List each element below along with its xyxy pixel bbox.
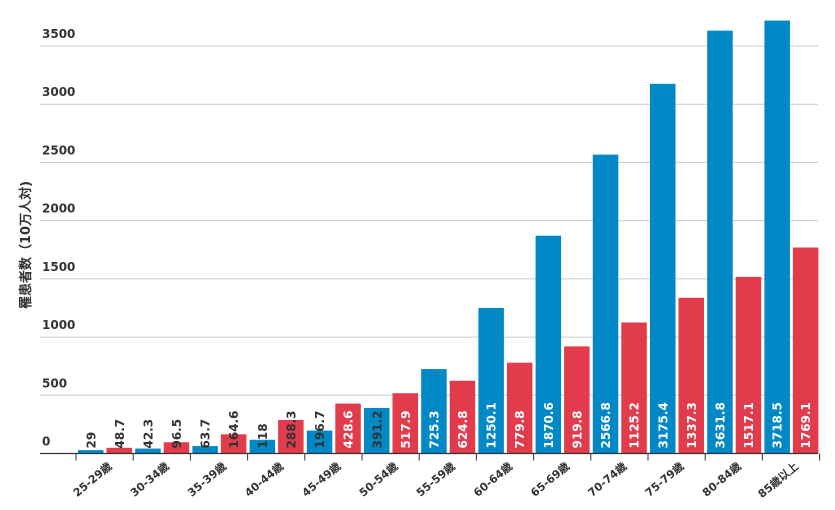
data-label-series1-2: 63.7 — [199, 419, 213, 449]
x-tick-label-1: 30-34歳 — [127, 459, 171, 499]
bar-series2-6 — [449, 380, 476, 454]
bar-series1-8 — [535, 235, 562, 454]
data-label-series1-6: 725.3 — [427, 411, 441, 449]
bar-series2-11 — [735, 276, 762, 454]
data-label-series1-4: 196.7 — [313, 411, 327, 449]
bars: 29 48.7 42.3 96.5 63.7 164.6 118 288.3 196.7 428.… — [78, 20, 819, 454]
bar-series1-2 — [192, 446, 218, 454]
y-tick-label: 2500 — [42, 143, 75, 157]
data-label-series2-9: 1125.2 — [628, 402, 642, 448]
bar-series2-9 — [621, 322, 647, 454]
bar-series2-7 — [506, 362, 533, 454]
bar-series1-3 — [249, 439, 276, 454]
data-label-series2-0: 48.7 — [113, 419, 127, 449]
bar-series2-5 — [392, 393, 418, 454]
x-tick-label-10: 75-79歳 — [642, 459, 686, 499]
x-tick-label-5: 50-54歳 — [356, 459, 400, 499]
x-tick-label-9: 70-74歳 — [585, 459, 629, 499]
bar-series2-0 — [106, 447, 132, 454]
data-label-series1-7: 1250.1 — [485, 402, 499, 448]
bar-series1-6 — [421, 369, 447, 454]
data-label-series1-0: 29 — [84, 432, 98, 449]
bar-series2-8 — [564, 346, 590, 454]
data-label-series1-9: 2566.8 — [599, 402, 613, 448]
bar-series1-5 — [364, 407, 390, 454]
data-label-series2-2: 164.6 — [227, 411, 241, 449]
data-label-series1-5: 391.2 — [370, 411, 384, 449]
data-label-series1-11: 3631.8 — [713, 402, 727, 448]
y-tick-label: 500 — [42, 376, 67, 390]
y-tick-label: 3500 — [42, 27, 75, 41]
x-tick-label-7: 60-64歳 — [471, 459, 515, 499]
x-tick-label-3: 40-44歳 — [242, 459, 286, 499]
bar-series2-2 — [220, 434, 247, 454]
data-label-series1-12: 3718.5 — [771, 402, 785, 448]
data-label-series2-10: 1337.3 — [685, 402, 699, 448]
bar-series1-9 — [592, 154, 619, 454]
data-label-series1-8: 1870.6 — [542, 402, 556, 448]
data-label-series2-11: 1517.1 — [742, 402, 756, 448]
data-label-series2-12: 1769.1 — [799, 402, 813, 448]
x-tick-label-12: 85歳以上 — [755, 459, 801, 501]
x-tick-label-2: 35-39歳 — [185, 459, 229, 499]
gridlines — [40, 45, 818, 454]
x-tick-label-4: 45-49歳 — [299, 459, 343, 499]
y-tick-label: 1000 — [42, 318, 75, 332]
bar-series1-7 — [478, 307, 504, 454]
bar-series1-1 — [135, 448, 161, 454]
x-tick-label-0: 25-29歳 — [70, 459, 114, 499]
bar-series1-11 — [707, 30, 733, 454]
y-tick-label: 0 — [42, 435, 50, 449]
y-tick-label: 1500 — [42, 260, 75, 274]
data-label-series1-10: 3175.4 — [656, 402, 670, 448]
data-label-series2-3: 288.3 — [284, 411, 298, 449]
data-label-series2-7: 779.8 — [513, 411, 527, 449]
bar-series1-0 — [78, 450, 104, 454]
bar-series2-12 — [792, 247, 819, 454]
bar-series1-4 — [306, 430, 333, 454]
x-tick-label-6: 55-59歳 — [413, 459, 457, 499]
data-label-series2-8: 919.8 — [570, 411, 584, 449]
x-tick-label-8: 65-69歳 — [528, 459, 572, 499]
data-label-series2-1: 96.5 — [170, 419, 184, 449]
bar-series2-4 — [335, 403, 361, 454]
data-label-series2-5: 517.9 — [399, 411, 413, 449]
y-axis-title: 罹患者数（10万人対) — [18, 181, 34, 309]
data-label-series2-4: 428.6 — [342, 411, 356, 449]
bar-series2-3 — [278, 419, 304, 454]
bar-series2-1 — [163, 442, 190, 454]
y-tick-label: 3000 — [42, 85, 75, 99]
data-label-series1-3: 118 — [256, 423, 270, 448]
data-label-series2-6: 624.8 — [456, 411, 470, 449]
bar-series2-10 — [678, 297, 704, 454]
x-tick-label-11: 80-84歳 — [699, 459, 743, 499]
y-tick-label: 2000 — [42, 202, 75, 216]
data-label-series1-1: 42.3 — [141, 419, 155, 449]
bar-series1-12 — [764, 20, 790, 454]
bar-series1-10 — [650, 83, 676, 454]
